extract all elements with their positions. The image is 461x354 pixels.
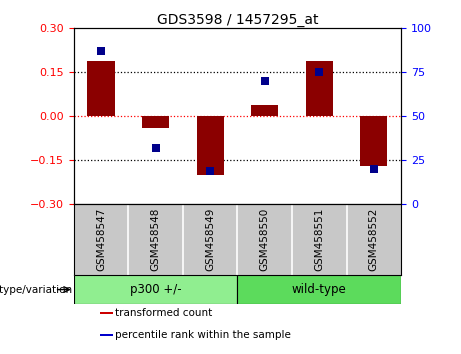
Text: GSM458550: GSM458550	[260, 208, 270, 271]
Title: GDS3598 / 1457295_at: GDS3598 / 1457295_at	[157, 13, 318, 27]
Text: transformed count: transformed count	[115, 308, 213, 318]
Bar	[74, 275, 237, 304]
Bar	[360, 116, 387, 166]
Bar	[237, 275, 401, 304]
Text: p300 +/-: p300 +/-	[130, 283, 181, 296]
Text: percentile rank within the sample: percentile rank within the sample	[115, 330, 291, 340]
Point	[207, 168, 214, 174]
Bar	[196, 116, 224, 175]
Text: GSM458551: GSM458551	[314, 208, 324, 272]
Bar	[88, 61, 115, 116]
Bar	[306, 61, 333, 116]
Text: GSM458549: GSM458549	[205, 208, 215, 272]
Point	[97, 48, 105, 54]
Point	[315, 69, 323, 75]
Text: GSM458552: GSM458552	[369, 208, 379, 272]
Point	[261, 78, 268, 84]
Point	[370, 166, 378, 172]
Bar	[100, 334, 112, 336]
Text: GSM458548: GSM458548	[151, 208, 160, 272]
Text: GSM458547: GSM458547	[96, 208, 106, 272]
Bar	[251, 105, 278, 116]
Point	[152, 145, 160, 151]
Text: genotype/variation: genotype/variation	[0, 285, 73, 295]
Bar	[100, 312, 112, 314]
Bar	[142, 116, 169, 128]
Text: wild-type: wild-type	[292, 283, 347, 296]
